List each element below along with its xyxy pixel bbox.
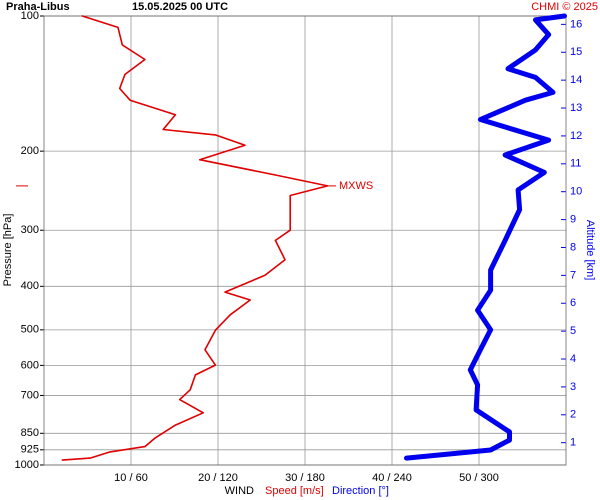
y2-tick-label: 4 <box>570 353 576 365</box>
series-line <box>404 13 567 461</box>
y2-tick-label: 9 <box>570 213 576 225</box>
y2-tick-label: 3 <box>570 381 576 393</box>
y2-tick-label: 7 <box>570 269 576 281</box>
station: Praha-Libus <box>6 1 70 13</box>
y2-tick-label: 11 <box>570 158 581 170</box>
x-tick-label: 30 / 180 <box>285 472 325 484</box>
y2-tick-label: 13 <box>570 102 582 114</box>
y2-tick-label: 15 <box>570 46 582 58</box>
mxws-label: MXWS <box>339 180 373 192</box>
y2-tick-label: 10 <box>570 186 582 198</box>
x-tick-label: 40 / 240 <box>372 472 412 484</box>
y-tick-label: 500 <box>21 324 39 336</box>
x-axis-label: WIND <box>225 485 254 497</box>
x-tick-label: 50 / 300 <box>459 472 499 484</box>
credit: CHMI © 2025 <box>531 1 598 13</box>
y-tick-label: 600 <box>21 359 39 371</box>
y-tick-label: 1000 <box>15 459 39 471</box>
y-tick-label: 700 <box>21 389 39 401</box>
chart-title: 15.05.2025 00 UTC <box>132 1 228 13</box>
y2-axis-label: Altitude [km] <box>584 220 596 281</box>
y2-tick-label: 1 <box>570 437 576 449</box>
x-tick-label: 10 / 60 <box>114 472 148 484</box>
y-tick-label: 850 <box>21 427 39 439</box>
legend-entry: Speed [m/s] <box>265 485 324 497</box>
y2-tick-label: 6 <box>570 297 576 309</box>
y2-tick-label: 12 <box>570 130 582 142</box>
y2-tick-label: 16 <box>570 18 582 30</box>
series-line <box>61 15 329 461</box>
y-tick-label: 400 <box>21 280 39 292</box>
y-tick-label: 200 <box>21 145 39 157</box>
legend-entry: Direction [°] <box>332 485 389 497</box>
plot-frame <box>43 15 567 466</box>
y2-tick-label: 8 <box>570 241 576 253</box>
y-axis-label: Pressure [hPa] <box>2 214 14 287</box>
y-tick-label: 100 <box>21 10 39 22</box>
y2-tick-label: 5 <box>570 325 576 337</box>
y-tick-label: 925 <box>21 444 39 456</box>
y-tick-label: 300 <box>21 224 39 236</box>
x-tick-label: 20 / 120 <box>198 472 238 484</box>
y2-tick-label: 14 <box>570 74 582 86</box>
y2-tick-label: 2 <box>570 409 576 421</box>
